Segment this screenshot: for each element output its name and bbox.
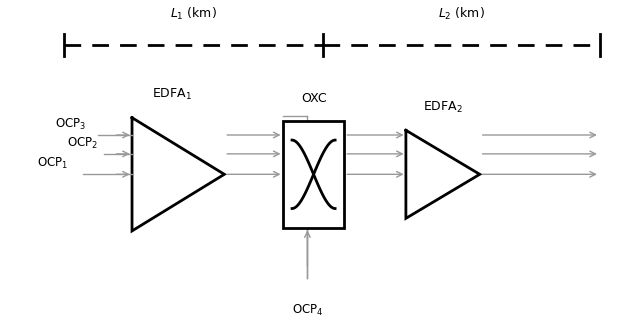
Text: EDFA$_1$: EDFA$_1$	[152, 87, 192, 102]
Text: EDFA$_2$: EDFA$_2$	[423, 99, 463, 114]
Text: OCP$_4$: OCP$_4$	[292, 303, 323, 318]
Text: OXC: OXC	[301, 92, 327, 105]
Text: $L_2$ (km): $L_2$ (km)	[438, 6, 485, 22]
Text: OCP$_1$: OCP$_1$	[37, 156, 68, 171]
Text: OCP$_3$: OCP$_3$	[55, 117, 86, 132]
Text: $L_1$ (km): $L_1$ (km)	[170, 6, 217, 22]
Text: OCP$_2$: OCP$_2$	[68, 136, 99, 151]
Bar	[283, 121, 345, 228]
